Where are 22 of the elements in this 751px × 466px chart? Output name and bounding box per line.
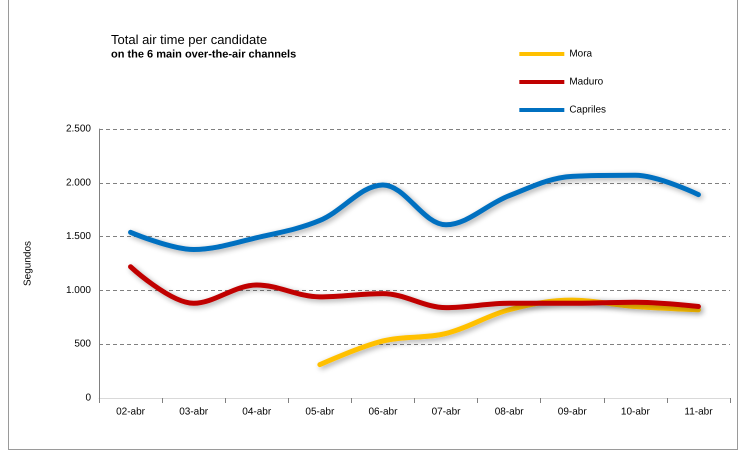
x-tick-label: 02-abr [116,406,146,418]
y-tick-label: 1.500 [66,231,92,242]
x-tick-label: 10-abr [620,406,650,418]
legend-label: Capriles [569,104,606,116]
x-tick-label: 09-abr [558,406,588,418]
x-tick-label: 05-abr [305,406,335,418]
chart-subtitle: on the 6 main over-the-air channels [111,48,296,60]
y-tick-label: 2.000 [66,177,92,188]
y-tick-label: 2.500 [66,124,92,134]
chart-title: Total air time per candidate [111,32,268,47]
x-tick-label: 06-abr [368,406,398,418]
y-tick-label: 1.000 [66,284,92,296]
y-tick-label: 500 [74,338,92,350]
legend-label: Mora [569,48,593,60]
legend-label: Maduro [569,76,604,88]
x-tick-label: 03-abr [179,406,209,418]
x-tick-label: 04-abr [242,406,272,418]
x-tick-label: 07-abr [432,406,462,418]
x-tick-label: 11-abr [684,406,714,418]
y-axis-title: Segundos [22,240,34,286]
x-tick-label: 08-abr [494,406,524,418]
y-tick-label: 0 [85,392,92,404]
